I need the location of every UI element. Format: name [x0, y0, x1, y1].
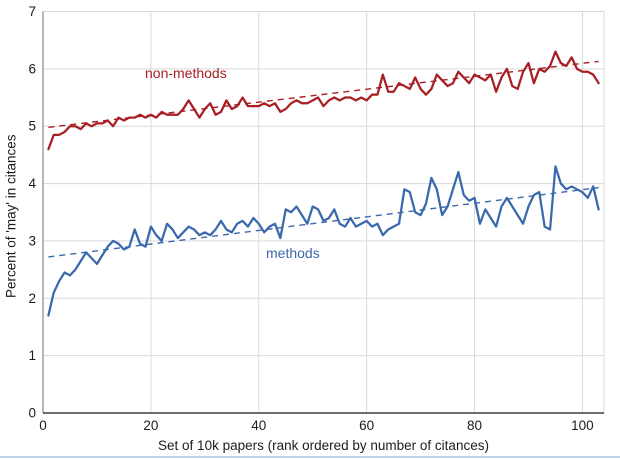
series-label-non-methods: non-methods [145, 65, 227, 81]
x-tick-label: 20 [143, 418, 158, 433]
x-tick-label: 100 [571, 418, 594, 433]
y-axis-title: Percent of 'may' in citances [3, 134, 19, 298]
y-tick-label: 0 [28, 406, 36, 421]
x-tick-label: 80 [467, 418, 482, 433]
x-axis-title: Set of 10k papers (rank ordered by numbe… [158, 438, 489, 453]
y-tick-label: 3 [28, 233, 36, 248]
y-tick-label: 1 [28, 348, 36, 363]
trendline-non-methods [48, 60, 599, 129]
x-tick-label: 40 [251, 418, 266, 433]
y-tick-label: 7 [28, 4, 36, 19]
x-tick-label: 0 [39, 418, 47, 433]
figure-bottom-border [0, 456, 620, 458]
x-tick-label: 60 [359, 418, 374, 433]
trendline-methods [48, 186, 599, 258]
y-tick-label: 2 [28, 291, 36, 306]
series-label-methods: methods [266, 245, 320, 261]
y-tick-label: 5 [28, 119, 36, 134]
series-line-non-methods [47, 50, 600, 151]
series-line-methods [47, 165, 600, 317]
y-tick-label: 4 [28, 176, 36, 191]
y-tick-label: 6 [28, 61, 36, 76]
